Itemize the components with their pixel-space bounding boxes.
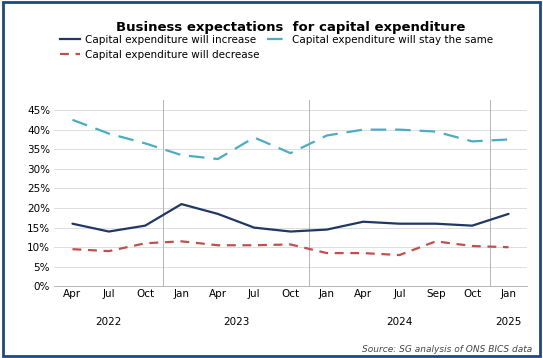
- Capital expenditure will decrease: [214, 243, 221, 247]
- Capital expenditure will decrease: [105, 249, 112, 253]
- Capital expenditure will decrease: [287, 242, 294, 247]
- Capital expenditure will stay the same: [142, 141, 148, 145]
- Capital expenditure will increase: [251, 226, 257, 230]
- Capital expenditure will decrease: [69, 247, 75, 251]
- Capital expenditure will increase: [287, 229, 294, 234]
- Legend: Capital expenditure will increase, Capital expenditure will decrease, Capital ex: Capital expenditure will increase, Capit…: [60, 35, 494, 60]
- Capital expenditure will increase: [142, 223, 148, 228]
- Capital expenditure will increase: [433, 222, 439, 226]
- Capital expenditure will decrease: [396, 253, 403, 257]
- Capital expenditure will stay the same: [251, 135, 257, 140]
- Text: Source: SG analysis of ONS BICS data: Source: SG analysis of ONS BICS data: [362, 345, 532, 354]
- Capital expenditure will increase: [105, 229, 112, 234]
- Text: 2025: 2025: [495, 317, 522, 327]
- Capital expenditure will decrease: [469, 244, 476, 248]
- Capital expenditure will stay the same: [324, 134, 330, 138]
- Capital expenditure will increase: [214, 212, 221, 216]
- Capital expenditure will increase: [178, 202, 185, 206]
- Line: Capital expenditure will decrease: Capital expenditure will decrease: [72, 241, 509, 255]
- Capital expenditure will decrease: [251, 243, 257, 247]
- Capital expenditure will increase: [360, 219, 367, 224]
- Capital expenditure will decrease: [142, 241, 148, 246]
- Text: 2022: 2022: [96, 317, 122, 327]
- Capital expenditure will decrease: [506, 245, 512, 250]
- Capital expenditure will stay the same: [287, 151, 294, 155]
- Capital expenditure will stay the same: [214, 157, 221, 161]
- Capital expenditure will stay the same: [69, 118, 75, 122]
- Capital expenditure will stay the same: [433, 130, 439, 134]
- Capital expenditure will increase: [506, 212, 512, 216]
- Text: 2023: 2023: [223, 317, 249, 327]
- Capital expenditure will stay the same: [506, 137, 512, 141]
- Capital expenditure will stay the same: [469, 139, 476, 144]
- Line: Capital expenditure will stay the same: Capital expenditure will stay the same: [72, 120, 509, 159]
- Capital expenditure will decrease: [360, 251, 367, 255]
- Capital expenditure will decrease: [324, 251, 330, 255]
- Text: 2024: 2024: [386, 317, 413, 327]
- Capital expenditure will stay the same: [396, 127, 403, 132]
- Title: Business expectations  for capital expenditure: Business expectations for capital expend…: [116, 21, 465, 34]
- Capital expenditure will increase: [469, 223, 476, 228]
- Capital expenditure will decrease: [178, 239, 185, 243]
- Capital expenditure will decrease: [433, 239, 439, 243]
- Capital expenditure will stay the same: [360, 127, 367, 132]
- Capital expenditure will increase: [324, 227, 330, 232]
- Capital expenditure will stay the same: [178, 153, 185, 157]
- Line: Capital expenditure will increase: Capital expenditure will increase: [72, 204, 509, 232]
- Capital expenditure will increase: [69, 222, 75, 226]
- Capital expenditure will stay the same: [105, 131, 112, 136]
- Capital expenditure will increase: [396, 222, 403, 226]
